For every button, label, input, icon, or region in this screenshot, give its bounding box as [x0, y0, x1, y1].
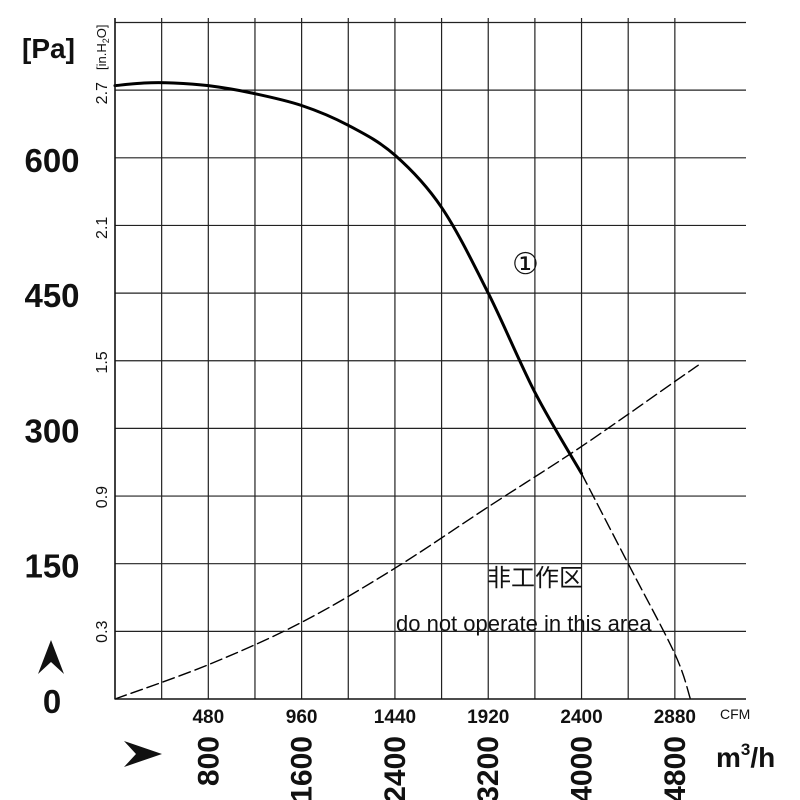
y-tick-label-pa: 150: [24, 548, 79, 585]
y-tick-label-pa: 300: [24, 412, 79, 449]
x-tick-label-m3h: 3200: [472, 736, 505, 800]
x-tick-label-cfm: 1920: [467, 707, 509, 728]
y-axis-arrow-icon: [38, 640, 64, 674]
x-tick-label-m3h: 4000: [566, 736, 599, 800]
x-unit-m3h-label: m3/h: [716, 740, 775, 773]
y-tick-label-inh2o: 0.3: [94, 620, 111, 642]
no-operate-label-cn: 非工作区: [487, 564, 583, 592]
no-operate-label-en: do not operate in this area: [396, 611, 652, 636]
grid: [115, 18, 746, 699]
y-tick-label-pa: 600: [24, 142, 79, 179]
x-tick-label-cfm: 1440: [374, 707, 416, 728]
series-layer: [113, 81, 699, 700]
y-tick-label-pa: 0: [43, 683, 61, 720]
x-tick-label-m3h: 2400: [379, 736, 412, 800]
y-unit-inh2o: [in.H2O]: [94, 25, 111, 70]
x-tick-label-m3h: 4800: [659, 736, 692, 800]
series-label-1: ①: [512, 247, 539, 282]
y-tick-label-pa: 450: [24, 277, 79, 314]
x-tick-label-m3h: 800: [192, 736, 225, 786]
x-tick-label-cfm: 2400: [560, 707, 602, 728]
system-curve-dashed: [114, 364, 699, 700]
y-tick-label-inh2o: 2.1: [94, 217, 111, 239]
x-tick-label-m3h: 1600: [286, 736, 319, 800]
x-tick-label-cfm: 960: [286, 707, 318, 728]
y-tick-label-inh2o: 0.9: [94, 486, 111, 508]
y-tick-label-inh2o: 2.7: [94, 82, 111, 104]
x-tick-label-cfm: 480: [192, 707, 224, 728]
y-unit-pa: [Pa]: [22, 33, 75, 64]
x-axis-arrow-icon: [124, 741, 162, 767]
axis-labels: 0 150 300 450 600 0.3 0.9 1.5 2.1 2.7 480 960 1440 19…: [24, 82, 696, 800]
plot-frame: [114, 18, 746, 700]
x-unit-m3h: m3/h: [716, 740, 775, 773]
x-unit-cfm: CFM: [720, 706, 750, 722]
series-1-curve: [113, 81, 584, 476]
x-tick-label-cfm: 2880: [654, 707, 696, 728]
series-1-extension-dashed: [580, 472, 692, 700]
y-tick-label-inh2o: 1.5: [94, 351, 111, 373]
